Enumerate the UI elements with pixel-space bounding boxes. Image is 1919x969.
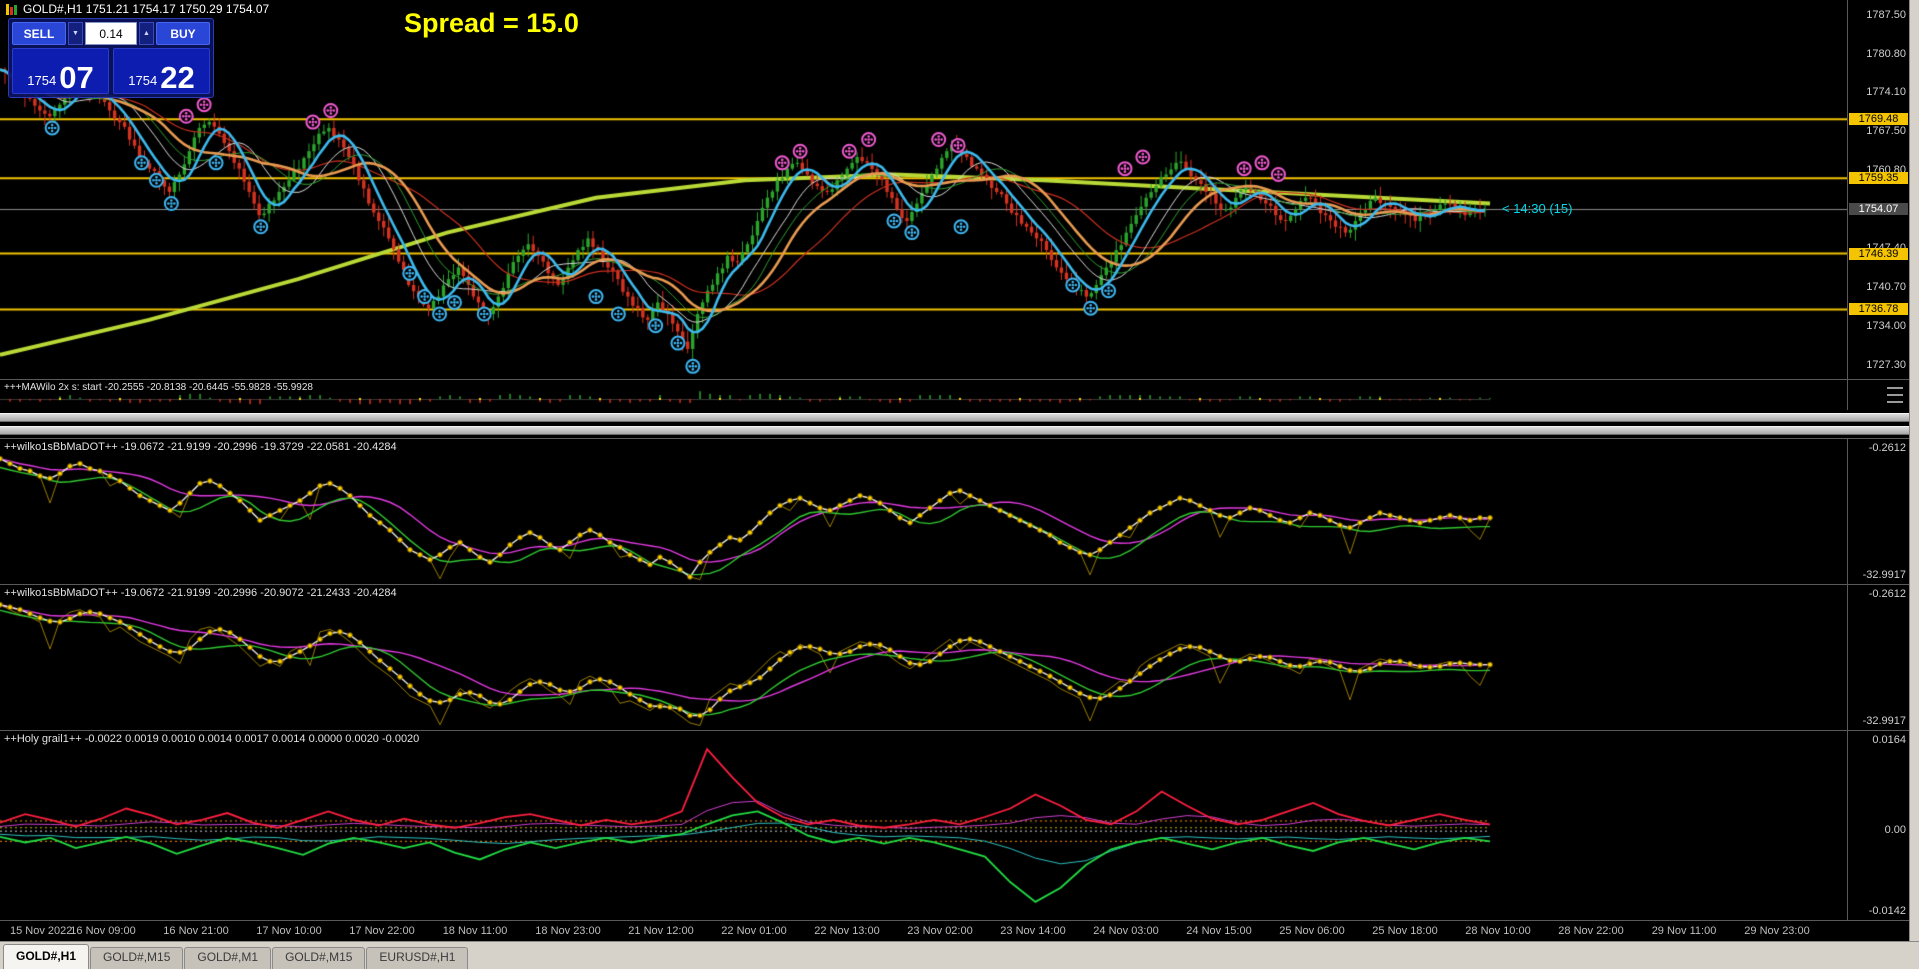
buy-price-pips: 22 bbox=[160, 59, 195, 95]
time-axis-label: 16 Nov 09:00 bbox=[70, 925, 136, 937]
sell-price-display[interactable]: 1754 07 bbox=[12, 48, 109, 94]
scale-max-value: 0.0164 bbox=[1872, 734, 1906, 746]
scale-min-value: -32.9917 bbox=[1862, 715, 1906, 727]
panel-splitter-zone bbox=[0, 410, 1909, 438]
chart-tab-gold-m1[interactable]: GOLD#,M1 bbox=[184, 947, 272, 969]
wilko2-indicator-panel: ++wilko1sBbMaDOT++ -19.0672 -21.9199 -20… bbox=[0, 584, 1909, 730]
chart-tab-bar: GOLD#,H1 GOLD#,M15 GOLD#,M1 GOLD#,M15 EURUSD… bbox=[0, 941, 1919, 969]
main-price-panel: GOLD#,H1 1751.21 1754.17 1750.29 1754.07… bbox=[0, 0, 1909, 379]
wilko2-indicator-canvas[interactable] bbox=[0, 585, 1847, 730]
price-level-tag: 1769.48 bbox=[1849, 113, 1908, 126]
scale-mini-mark bbox=[1887, 401, 1903, 403]
time-axis-label: 21 Nov 12:00 bbox=[628, 925, 694, 937]
price-level-tag: 1746.39 bbox=[1849, 247, 1908, 260]
arrow-up-icon: ▲ bbox=[143, 30, 150, 37]
mawilo-indicator-canvas[interactable] bbox=[0, 380, 1847, 410]
scale-max-value: -0.2612 bbox=[1868, 442, 1906, 454]
chart-title-text: GOLD#,H1 1751.21 1754.17 1750.29 1754.07 bbox=[23, 2, 270, 16]
lot-decrease-button[interactable]: ▼ bbox=[68, 22, 83, 45]
scale-min-value: -0.0142 bbox=[1868, 905, 1906, 917]
chart-tab-gold-h1[interactable]: GOLD#,H1 bbox=[3, 944, 90, 969]
time-axis-label: 18 Nov 23:00 bbox=[535, 925, 601, 937]
scale-mini-mark bbox=[1887, 387, 1903, 389]
candle-countdown-annotation: < 14:30 (15) bbox=[1502, 201, 1573, 216]
wilko2-scale[interactable]: -0.2612 -32.9917 bbox=[1847, 585, 1909, 730]
lot-size-input[interactable] bbox=[85, 22, 137, 45]
price-tick: 1774.10 bbox=[1866, 86, 1906, 99]
buy-price-display[interactable]: 1754 22 bbox=[113, 48, 210, 94]
time-axis-label: 25 Nov 18:00 bbox=[1372, 925, 1438, 937]
sell-price-pips: 07 bbox=[59, 59, 94, 95]
price-tick: 1767.50 bbox=[1866, 124, 1906, 137]
time-axis-label: 22 Nov 13:00 bbox=[814, 925, 880, 937]
price-level-tag: 1736.78 bbox=[1849, 303, 1908, 316]
mawilo-scale[interactable] bbox=[1847, 380, 1909, 410]
time-axis-label: 29 Nov 23:00 bbox=[1744, 925, 1810, 937]
time-axis[interactable]: 15 Nov 2022 16 Nov 09:00 16 Nov 21:00 17 No… bbox=[0, 920, 1909, 941]
lot-increase-button[interactable]: ▲ bbox=[139, 22, 154, 45]
time-axis-label: 28 Nov 10:00 bbox=[1465, 925, 1531, 937]
holy-grail-indicator-canvas[interactable] bbox=[0, 731, 1847, 920]
chart-title: GOLD#,H1 1751.21 1754.17 1750.29 1754.07 bbox=[6, 2, 269, 16]
chart-symbol-icon bbox=[6, 3, 17, 15]
time-axis-label: 24 Nov 15:00 bbox=[1186, 925, 1252, 937]
panel-splitter-bar[interactable] bbox=[0, 413, 1909, 422]
time-axis-label: 16 Nov 21:00 bbox=[163, 925, 229, 937]
mawilo-indicator-panel: +++MAWilo 2x s: start -20.2555 -20.8138 … bbox=[0, 379, 1909, 410]
wilko1-indicator-panel: ++wilko1sBbMaDOT++ -19.0672 -21.9199 -20… bbox=[0, 438, 1909, 584]
chart-tab-eurusd-h1[interactable]: EURUSD#,H1 bbox=[366, 947, 469, 969]
time-axis-label: 22 Nov 01:00 bbox=[721, 925, 787, 937]
time-axis-label: 24 Nov 03:00 bbox=[1093, 925, 1159, 937]
main-price-scale[interactable]: 1787.501780.801774.101767.501760.801747.… bbox=[1847, 0, 1909, 379]
chart-tab-gold-m15[interactable]: GOLD#,M15 bbox=[90, 947, 184, 969]
scale-mini-mark bbox=[1887, 394, 1903, 396]
time-axis-label: 23 Nov 14:00 bbox=[1000, 925, 1066, 937]
time-axis-label: 23 Nov 02:00 bbox=[907, 925, 973, 937]
price-tick: 1727.30 bbox=[1866, 358, 1906, 371]
time-axis-label: 17 Nov 22:00 bbox=[349, 925, 415, 937]
holy-grail-scale[interactable]: 0.0164 0.00 -0.0142 bbox=[1847, 731, 1909, 920]
time-axis-label: 29 Nov 11:00 bbox=[1651, 925, 1717, 937]
wilko1-scale[interactable]: -0.2612 -32.9917 bbox=[1847, 439, 1909, 584]
chart-tab-gold-m15[interactable]: GOLD#,M15 bbox=[272, 947, 366, 969]
time-axis-label: 17 Nov 10:00 bbox=[256, 925, 322, 937]
wilko1-indicator-label: ++wilko1sBbMaDOT++ -19.0672 -21.9199 -20… bbox=[4, 441, 397, 453]
sell-price-main: 1754 bbox=[27, 73, 57, 88]
buy-price-main: 1754 bbox=[128, 73, 158, 88]
time-axis-label: 15 Nov 2022 bbox=[10, 925, 73, 937]
time-axis-label: 18 Nov 11:00 bbox=[442, 925, 508, 937]
wilko2-indicator-label: ++wilko1sBbMaDOT++ -19.0672 -21.9199 -20… bbox=[4, 587, 397, 599]
sell-button[interactable]: SELL bbox=[12, 22, 66, 45]
arrow-down-icon: ▼ bbox=[72, 30, 79, 37]
window-scrollbar[interactable] bbox=[1909, 0, 1919, 941]
current-price-tag: 1754.07 bbox=[1849, 202, 1908, 215]
wilko1-indicator-canvas[interactable] bbox=[0, 439, 1847, 584]
scale-max-value: -0.2612 bbox=[1868, 588, 1906, 600]
time-axis-label: 25 Nov 06:00 bbox=[1279, 925, 1345, 937]
scale-min-value: -32.9917 bbox=[1862, 569, 1906, 581]
spread-annotation: Spread = 15.0 bbox=[404, 8, 579, 38]
price-tick: 1740.70 bbox=[1866, 280, 1906, 293]
scale-zero-value: 0.00 bbox=[1884, 824, 1906, 836]
price-tick: 1780.80 bbox=[1866, 47, 1906, 60]
holy-grail-indicator-panel: ++Holy grail1++ -0.0022 0.0019 0.0010 0.… bbox=[0, 730, 1909, 920]
price-tick: 1734.00 bbox=[1866, 319, 1906, 332]
one-click-trade-widget: SELL ▼ ▲ BUY 1754 07 1754 22 bbox=[8, 18, 214, 98]
buy-button[interactable]: BUY bbox=[156, 22, 210, 45]
time-axis-label: 28 Nov 22:00 bbox=[1558, 925, 1624, 937]
main-chart-canvas[interactable] bbox=[0, 0, 1847, 378]
panel-splitter-bar[interactable] bbox=[0, 426, 1909, 435]
price-level-tag: 1759.35 bbox=[1849, 172, 1908, 185]
price-tick: 1787.50 bbox=[1866, 8, 1906, 21]
mawilo-indicator-label: +++MAWilo 2x s: start -20.2555 -20.8138 … bbox=[4, 382, 313, 393]
holy-grail-indicator-label: ++Holy grail1++ -0.0022 0.0019 0.0010 0.… bbox=[4, 733, 420, 745]
